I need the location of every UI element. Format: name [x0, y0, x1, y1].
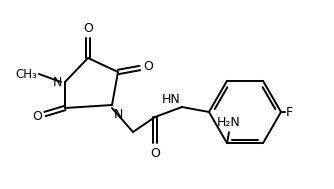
Text: N: N: [53, 75, 62, 88]
Text: HN: HN: [162, 93, 181, 106]
Text: N: N: [114, 108, 123, 121]
Text: O: O: [150, 147, 160, 160]
Text: H₂N: H₂N: [217, 116, 241, 129]
Text: CH₃: CH₃: [15, 67, 37, 81]
Text: O: O: [83, 22, 93, 35]
Text: O: O: [32, 109, 42, 122]
Text: F: F: [286, 105, 293, 119]
Text: O: O: [143, 60, 153, 74]
